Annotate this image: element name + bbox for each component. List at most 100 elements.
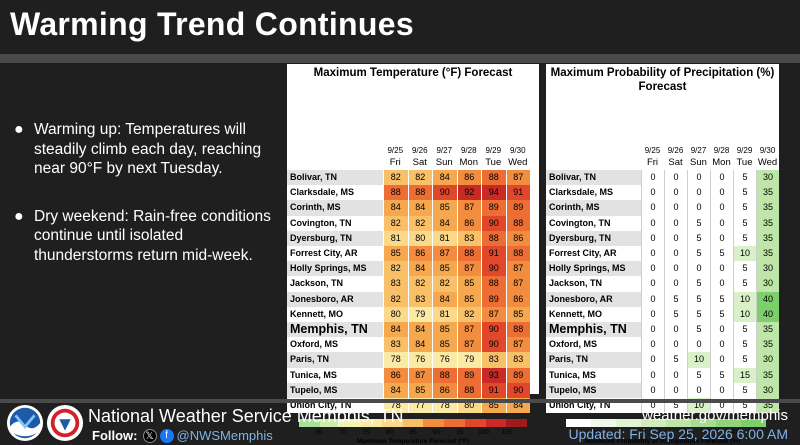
table-row [546,200,641,216]
forecast-cell: 84 [383,382,408,398]
legend-tick-label: 95 [456,429,464,437]
bullet-text: Dry weekend: Rain-free conditions contin… [34,207,271,264]
forecast-cell: 5 [664,352,687,368]
forecast-cell: 30 [756,382,779,398]
facebook-icon[interactable]: f [159,428,174,443]
column-day: Fri [646,157,659,168]
forecast-cell: 84 [383,200,408,216]
city-label: Dyersburg, TN [549,232,612,243]
office-name: National Weather Service Memphis, TN [88,406,404,426]
forecast-cell: 88 [505,246,530,262]
forecast-cell: 5 [733,352,756,368]
forecast-cell: 90 [481,322,506,338]
x-icon[interactable]: 𝕏 [142,428,157,443]
city-label: Bolivar, TN [549,172,597,182]
forecast-cell: 81 [383,230,408,246]
forecast-cell: 84 [383,322,408,338]
forecast-cell: 80 [407,230,432,246]
forecast-cell: 0 [641,337,664,353]
forecast-cell: 0 [664,276,687,292]
forecast-cell: 0 [710,352,733,368]
city-label: Bolivar, TN [290,172,338,182]
table-row [287,322,383,338]
forecast-cell: 5 [687,306,710,322]
forecast-cell: 0 [641,170,664,186]
legend-swatch [741,419,766,428]
city-label: Memphis, TN [549,322,627,336]
table-row [287,306,383,322]
forecast-cell: 0 [710,276,733,292]
forecast-cell: 88 [456,246,481,262]
table-row [287,367,383,383]
forecast-cell: 93 [481,367,506,383]
forecast-cell: 5 [687,276,710,292]
nws-logo-icon[interactable] [46,404,84,442]
forecast-cell: 89 [505,200,530,216]
forecast-cell: 88 [383,185,408,201]
forecast-cell: 81 [432,306,457,322]
legend-tick-label: 65 [315,429,323,437]
forecast-cell: 86 [505,230,530,246]
website-link[interactable]: weather.gov/memphis [642,407,788,424]
city-label: Jackson, TN [290,278,344,289]
forecast-cell: 0 [664,322,687,338]
forecast-cell: 88 [432,367,457,383]
city-label: Tunica, MS [290,369,337,380]
legend-tick-label: 10 [592,429,600,437]
forecast-cell: 89 [456,367,481,383]
column-day: Sat [412,157,427,168]
forecast-cell: 35 [756,185,779,201]
forecast-cell: 0 [687,185,710,201]
precipitation-probability-table: Maximum Probability of Precipitation (%)… [546,64,779,445]
noaa-logo-icon[interactable] [6,404,44,442]
forecast-cell: 85 [383,246,408,262]
forecast-cell: 76 [432,352,457,368]
legend-swatch [506,419,528,428]
forecast-cell: 87 [407,367,432,383]
forecast-cell: 87 [505,276,530,292]
forecast-cell: 35 [756,215,779,231]
column-date: 9/27 [436,146,453,155]
forecast-cell: 30 [756,352,779,368]
forecast-cell: 0 [664,337,687,353]
legend-swatch [464,419,486,428]
forecast-cell: 0 [710,261,733,277]
city-label: Memphis, TN [290,322,368,336]
forecast-cell: 88 [407,185,432,201]
column-day: Tue [485,157,502,168]
table-row [546,291,641,307]
forecast-cell: 5 [733,200,756,216]
forecast-cell: 82 [407,276,432,292]
forecast-cell: 85 [432,200,457,216]
legend-tick-label: 105 [501,429,513,437]
forecast-cell: 85 [432,322,457,338]
forecast-cell: 5 [733,322,756,338]
forecast-cell: 87 [481,306,506,322]
city-label: Holly Springs, MS [549,263,626,274]
forecast-cell: 30 [756,276,779,292]
forecast-cell: 5 [733,185,756,201]
precipitation-table-title: Maximum Probability of Precipitation (%)… [550,67,775,93]
forecast-cell: 0 [641,230,664,246]
forecast-cell: 90 [481,215,506,231]
legend-swatch [641,419,666,428]
table-row [287,170,383,186]
page-title: Warming Trend Continues [10,6,414,42]
city-label: Holly Springs, MS [290,263,367,274]
forecast-cell: 0 [664,170,687,186]
forecast-cell: 0 [710,170,733,186]
forecast-cell: 5 [710,246,733,262]
forecast-cell: 84 [407,200,432,216]
forecast-cell: 0 [641,215,664,231]
forecast-cell: 0 [710,215,733,231]
table-row [287,230,383,246]
bullet-text: Warming up: Temperatures will steadily c… [34,121,262,177]
legend-swatch [716,419,741,428]
forecast-cell: 85 [456,276,481,292]
forecast-cell: 88 [505,322,530,338]
forecast-cell: 86 [456,215,481,231]
social-handle[interactable]: @NWSMemphis [176,428,273,443]
forecast-cell: 90 [432,185,457,201]
forecast-cell: 82 [407,170,432,186]
forecast-cell: 5 [664,306,687,322]
